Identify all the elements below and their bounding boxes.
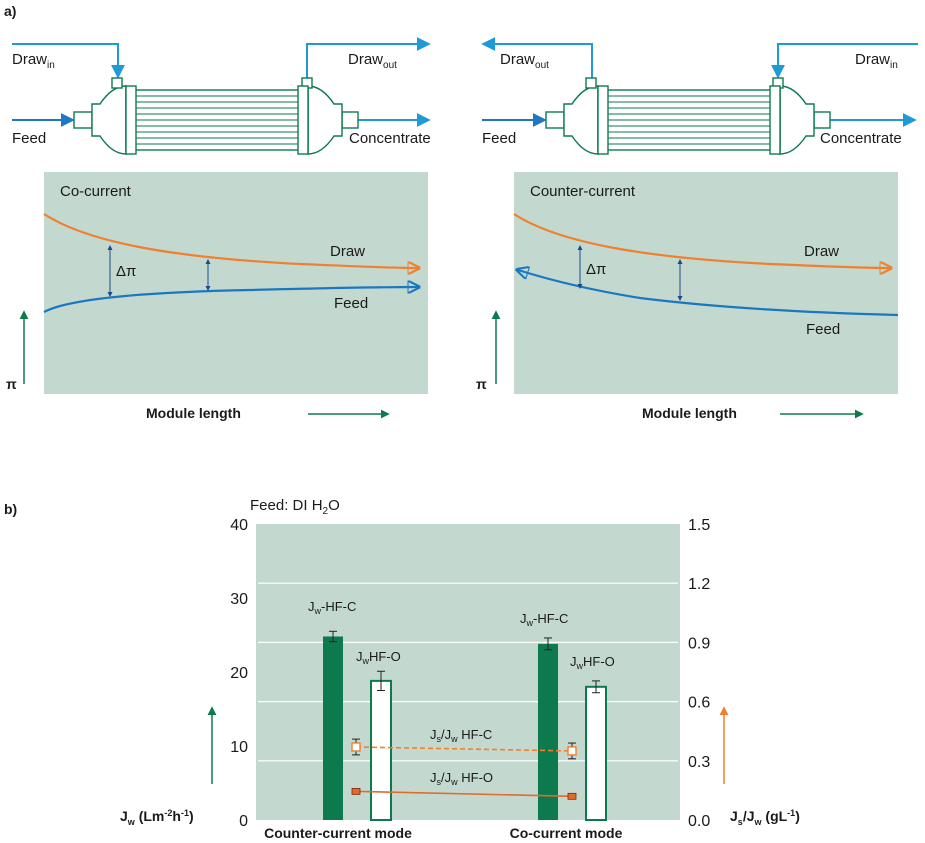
- bar-jw-hf-o: [370, 679, 392, 821]
- counter-current-feed-curve: [518, 270, 899, 317]
- right-tick-label: 0.9: [688, 635, 710, 652]
- co-current-y-label: π: [6, 376, 17, 392]
- counter-current-x-label: Module length: [642, 405, 737, 421]
- counter-current-feed-label: Feed: [806, 321, 840, 338]
- category-co-current: Co-current mode: [510, 825, 623, 841]
- label-counter-hfc: Jw-HF-C: [308, 599, 356, 616]
- co-current-draw-label: Draw: [330, 243, 365, 260]
- right-draw-in-label: Drawin: [855, 51, 898, 71]
- right-module-diagram: Drawin Drawout Feed Concentrate: [481, 37, 918, 155]
- category-counter-current: Counter-current mode: [264, 825, 412, 841]
- counter-current-y-label: π: [476, 376, 487, 392]
- co-current-draw-curve: [43, 213, 418, 268]
- right-tick-label: 1.2: [688, 576, 710, 593]
- right-tick-label: 0.6: [688, 695, 710, 712]
- right-tick-label: 0.3: [688, 754, 710, 771]
- panel-b-chart: 0 10 20 30 40 0.0 0.3 0.6 0.9 1.2 1.5: [230, 517, 710, 830]
- line-js-jw-hf-c: [355, 746, 573, 752]
- left-tick-label: 10: [230, 739, 248, 756]
- label-js-jw-hfc: Js/Jw HF-C: [430, 727, 492, 744]
- left-tick-label: 40: [230, 517, 248, 534]
- marker-js-jw-hf-c: [567, 746, 577, 756]
- right-feed-label: Feed: [482, 130, 516, 147]
- right-draw-in-stream: [771, 43, 918, 79]
- left-draw-out-label: Drawout: [348, 51, 397, 71]
- counter-current-delta-label: Δπ: [586, 261, 606, 278]
- bar-jw-hf-c: [323, 636, 343, 820]
- co-current-x-label: Module length: [146, 405, 241, 421]
- left-draw-in-stream: [12, 43, 125, 79]
- marker-js-jw-hf-o: [351, 787, 361, 795]
- left-tick-label: 0: [239, 813, 248, 830]
- counter-current-title: Counter-current: [530, 183, 636, 200]
- left-axis-title: Jw (Lm-2h-1): [120, 808, 194, 827]
- right-membrane-module: [545, 77, 831, 155]
- label-counter-hfo: JwHF-O: [356, 649, 401, 666]
- left-tick-label: 20: [230, 665, 248, 682]
- right-tick-label: 0.0: [688, 813, 710, 830]
- left-membrane-module: [73, 77, 359, 155]
- label-co-hfc: Jw-HF-C: [520, 611, 568, 628]
- right-tick-label: 1.5: [688, 517, 710, 534]
- bar-jw-hf-c: [538, 643, 558, 820]
- marker-js-jw-hf-c: [351, 742, 361, 752]
- left-module-diagram: Drawin Drawout Feed Concentrate: [12, 37, 431, 155]
- co-current-delta-label: Δπ: [116, 263, 136, 280]
- left-concentrate-label: Concentrate: [349, 130, 431, 147]
- left-draw-out-stream: [306, 37, 431, 78]
- label-co-hfo: JwHF-O: [570, 654, 615, 671]
- line-js-jw-hf-o: [355, 790, 573, 798]
- counter-current-draw-label: Draw: [804, 243, 839, 260]
- right-axis-ticks: 0.0 0.3 0.6 0.9 1.2 1.5: [688, 517, 710, 830]
- co-current-feed-curve: [43, 287, 418, 313]
- co-current-plot: Co-current Draw Feed Δπ π Module length: [6, 172, 428, 421]
- left-axis-ticks: 0 10 20 30 40: [230, 517, 248, 830]
- left-draw-in-label: Drawin: [12, 51, 55, 71]
- right-concentrate-label: Concentrate: [820, 130, 902, 147]
- left-feed-label: Feed: [12, 130, 46, 147]
- feed-note: Feed: DI H2O: [250, 497, 340, 517]
- co-current-plot-background: [44, 172, 428, 394]
- bar-jw-hf-o: [585, 685, 607, 821]
- panel-a-label: a): [4, 3, 16, 19]
- co-current-feed-label: Feed: [334, 295, 368, 312]
- right-axis-title: Js/Jw (gL-1): [730, 808, 800, 827]
- right-draw-out-stream: [481, 37, 593, 78]
- left-tick-label: 30: [230, 591, 248, 608]
- label-js-jw-hfo: Js/Jw HF-O: [430, 770, 493, 787]
- chart-bars: [323, 630, 607, 821]
- counter-current-draw-curve: [513, 213, 890, 268]
- right-draw-out-label: Drawout: [500, 51, 549, 71]
- co-current-title: Co-current: [60, 183, 132, 200]
- marker-js-jw-hf-o: [567, 792, 577, 800]
- panel-b-label: b): [4, 501, 17, 517]
- chart-lines: [351, 738, 577, 800]
- counter-current-plot-background: [514, 172, 898, 394]
- counter-current-plot: Counter-current Draw Feed Δπ π Module le…: [476, 172, 899, 421]
